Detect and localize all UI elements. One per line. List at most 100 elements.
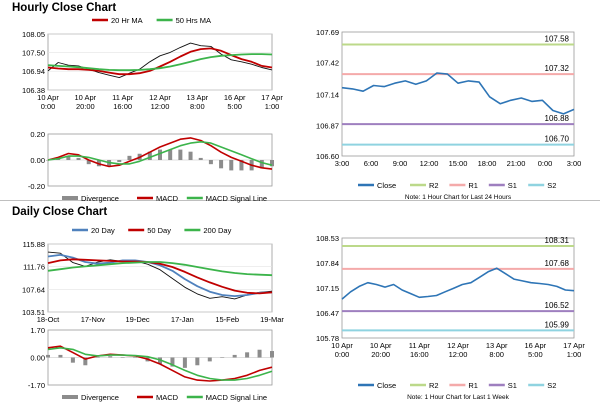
x-tick-label: 13 Apr <box>486 341 508 350</box>
y-tick-label: 115.88 <box>23 240 45 249</box>
x-tick-label: 12:00 <box>420 159 439 168</box>
legend-swatch <box>62 196 78 200</box>
y-tick-label: 105.78 <box>316 334 339 343</box>
x-tick-label: 17 Apr <box>261 93 283 102</box>
x-tick-label: 0:00 <box>335 350 350 359</box>
level-label: 106.52 <box>545 301 570 310</box>
legend-label: S2 <box>547 381 556 390</box>
plot-frame <box>47 243 273 313</box>
y-tick-label: 106.47 <box>316 309 339 318</box>
y-tick-label: 107.64 <box>22 285 45 294</box>
divergence-bar <box>188 151 193 160</box>
close-line <box>341 72 575 115</box>
divergence-bar <box>259 160 264 169</box>
x-tick-label: 16:00 <box>410 350 429 359</box>
plot-frame <box>47 33 273 91</box>
divergence-bar <box>168 149 173 160</box>
x-tick-label: 10 Apr <box>370 341 392 350</box>
x-tick-label: 5:00 <box>528 350 543 359</box>
legend-label: Divergence <box>81 393 119 402</box>
divergence-bar <box>86 160 91 165</box>
divergence-bar <box>182 357 187 368</box>
x-tick-label: 10 Apr <box>331 341 353 350</box>
x-tick-label: 9:00 <box>393 159 408 168</box>
section-divider <box>0 200 600 201</box>
divergence-bar <box>76 157 81 160</box>
divergence-bar <box>232 354 237 358</box>
y-tick-label: 108.53 <box>316 234 339 243</box>
divergence-bar <box>147 151 152 160</box>
macd-line <box>47 141 273 166</box>
legend-label: 200 Day <box>203 226 231 235</box>
ma-line <box>47 254 273 297</box>
hourly-macd-chart: 0.20 0.00 -0.20 Divergence MACD MACD Signal L… <box>28 130 274 203</box>
divergence-bar <box>178 149 183 160</box>
ma-line <box>47 258 273 295</box>
divergence-bar <box>108 356 113 358</box>
legend-label: 20 Hr MA <box>111 16 143 25</box>
divergence-bar <box>170 357 175 367</box>
chart-note: Note: 1 Hour Chart for Last 24 Hours <box>405 194 512 201</box>
legend-label: 50 Day <box>147 226 171 235</box>
y-tick-label: -1.70 <box>28 381 45 390</box>
x-tick-label: 16:00 <box>113 102 132 111</box>
y-tick-label: 107.42 <box>316 59 339 68</box>
ma-line <box>47 47 273 76</box>
legend-label: MACD <box>156 194 179 203</box>
ma-line <box>47 53 273 72</box>
divergence-bar <box>270 351 274 358</box>
divergence-bar <box>95 357 100 358</box>
level-label: 107.68 <box>545 259 570 268</box>
divergence-bar <box>229 160 234 171</box>
x-tick-label: 15:00 <box>449 159 468 168</box>
legend-label: Close <box>377 181 396 190</box>
divergence-bar <box>46 160 50 161</box>
y-tick-label: 106.87 <box>316 121 339 130</box>
x-tick-label: 12 Apr <box>149 93 171 102</box>
x-tick-label: 8:00 <box>489 350 504 359</box>
y-tick-label: 103.51 <box>22 308 45 317</box>
legend-label: S1 <box>508 381 517 390</box>
plot-frame <box>341 237 575 339</box>
divergence-bar <box>257 349 262 358</box>
x-tick-label: 10 Apr <box>74 93 96 102</box>
legend-label: S2 <box>547 181 556 190</box>
x-tick-label: 11 Apr <box>409 341 431 350</box>
y-tick-label: -0.20 <box>28 182 45 191</box>
legend-label: Close <box>377 381 396 390</box>
x-tick-label: 18-Oct <box>37 315 60 324</box>
ma-line <box>47 261 273 277</box>
x-tick-label: 3:00 <box>335 159 350 168</box>
daily-levels-chart: 108.53 107.84 107.15 106.47 105.78 108.31 107.… <box>316 234 585 401</box>
divergence-bar <box>239 160 244 171</box>
x-tick-label: 5:00 <box>227 102 242 111</box>
legend-label: MACD Signal Line <box>206 194 267 203</box>
daily-macd-chart: 1.70 0.00 -1.70 Divergence MACD MACD Signal L… <box>28 326 274 402</box>
x-tick-label: 15-Feb <box>215 315 239 324</box>
x-tick-label: 18:00 <box>478 159 497 168</box>
y-tick-label: 106.94 <box>22 67 45 76</box>
divergence-bar <box>207 357 212 362</box>
divergence-bar <box>66 155 71 160</box>
x-tick-label: 8:00 <box>190 102 205 111</box>
y-tick-label: 107.50 <box>22 48 45 57</box>
divergence-bar <box>198 157 203 160</box>
y-tick-label: 0.00 <box>30 354 45 363</box>
level-label: 108.31 <box>545 236 570 245</box>
divergence-bar <box>158 149 162 160</box>
legend-label: 20 Day <box>91 226 115 235</box>
x-tick-label: 20:00 <box>76 102 95 111</box>
x-tick-label: 19-Mar <box>260 315 284 324</box>
x-tick-label: 1:00 <box>567 350 582 359</box>
y-tick-label: 106.38 <box>22 86 45 95</box>
close-line <box>341 267 575 300</box>
legend-label: S1 <box>508 181 517 190</box>
legend-label: 50 Hrs MA <box>176 16 211 25</box>
x-tick-label: 20:00 <box>371 350 390 359</box>
divergence-bar <box>133 357 138 359</box>
legend-label: MACD Signal Line <box>206 393 267 402</box>
legend-label: R1 <box>468 181 478 190</box>
